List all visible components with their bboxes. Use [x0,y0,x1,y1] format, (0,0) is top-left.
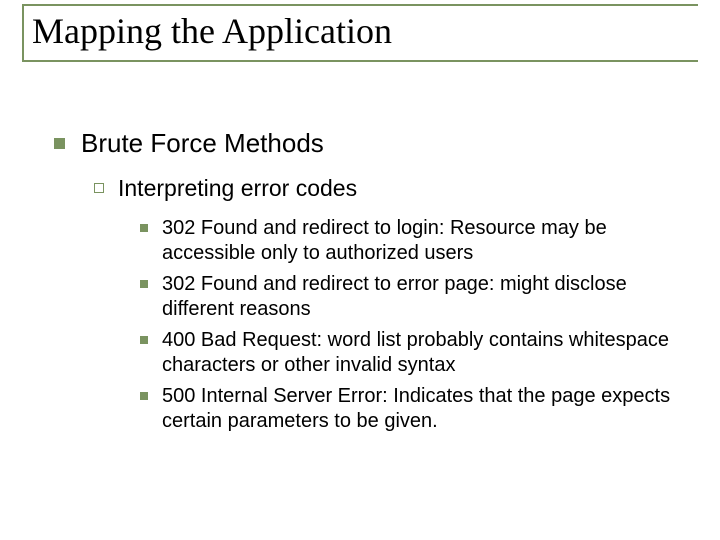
title-rule-top [22,4,698,6]
bullet-lvl1: Brute Force Methods [54,128,674,159]
bullet-lvl3: 302 Found and redirect to error page: mi… [140,272,674,322]
square-bullet-icon [140,280,148,288]
lvl3-list: 302 Found and redirect to login: Resourc… [140,216,674,434]
square-bullet-icon [140,392,148,400]
bullet-lvl3: 400 Bad Request: word list probably cont… [140,328,674,378]
title-rule-bottom [22,60,698,62]
lvl3-text: 400 Bad Request: word list probably cont… [162,328,674,378]
lvl3-text: 302 Found and redirect to error page: mi… [162,272,674,322]
square-bullet-icon [140,336,148,344]
lvl1-text: Brute Force Methods [81,128,324,159]
bullet-lvl3: 302 Found and redirect to login: Resourc… [140,216,674,266]
square-bullet-icon [140,224,148,232]
square-bullet-icon [54,138,65,149]
lvl3-text: 500 Internal Server Error: Indicates tha… [162,384,674,434]
slide-title: Mapping the Application [32,10,392,52]
slide: Mapping the Application Brute Force Meth… [0,0,720,540]
lvl2-text: Interpreting error codes [118,175,357,202]
bullet-lvl3: 500 Internal Server Error: Indicates tha… [140,384,674,434]
square-outline-bullet-icon [94,183,104,193]
content-area: Brute Force Methods Interpreting error c… [54,128,674,440]
bullet-lvl2: Interpreting error codes [94,175,674,202]
title-rule-left [22,4,24,62]
lvl3-text: 302 Found and redirect to login: Resourc… [162,216,674,266]
